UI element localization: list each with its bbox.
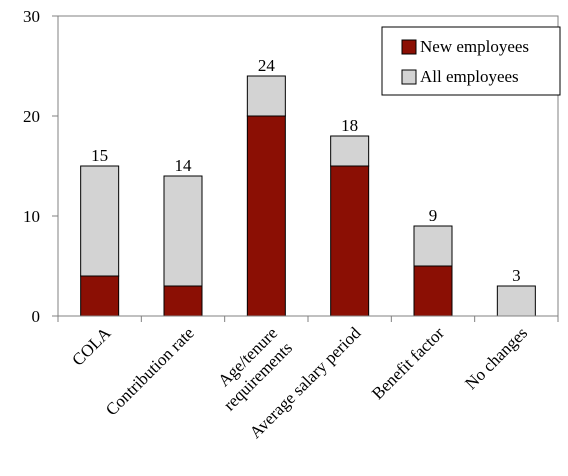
total-data-label: 14	[175, 156, 193, 175]
y-tick-label: 0	[32, 307, 41, 326]
bar-segment-new-employees	[163, 285, 203, 317]
bar-segment-new-employees	[246, 115, 286, 317]
bar-segment-all-employees	[496, 285, 536, 317]
bar-segment-all-employees	[413, 225, 453, 267]
bars-group	[80, 75, 536, 317]
bar-segment-all-employees	[80, 165, 120, 277]
bar-segment-all-employees	[330, 135, 370, 167]
legend-label-new-employees: New employees	[420, 37, 529, 56]
y-tick-label: 20	[23, 107, 40, 126]
legend: New employees All employees	[381, 26, 561, 96]
total-data-label: 3	[512, 266, 521, 285]
y-tick-label: 10	[23, 207, 40, 226]
legend-label-all-employees: All employees	[420, 67, 519, 86]
bar-segment-new-employees	[80, 275, 120, 317]
bar-segment-new-employees	[330, 165, 370, 317]
x-category-label: Benefit factor	[368, 323, 448, 403]
legend-swatch-all-employees	[401, 69, 417, 85]
legend-swatch-new-employees	[401, 39, 417, 55]
bar-segment-all-employees	[163, 175, 203, 287]
total-labels-group: 15 14 24 18 9 3	[91, 56, 520, 285]
y-tick-label: 30	[23, 7, 40, 26]
x-category-label: No changes	[461, 323, 531, 393]
total-data-label: 24	[258, 56, 276, 75]
x-category-label: Contribution rate	[102, 323, 198, 419]
x-category-label: COLA	[68, 323, 115, 370]
bar-segment-new-employees	[413, 265, 453, 317]
total-data-label: 15	[91, 146, 108, 165]
total-data-label: 9	[429, 206, 438, 225]
bar-segment-all-employees	[246, 75, 286, 117]
y-axis: 0 10 20 30	[23, 7, 59, 326]
total-data-label: 18	[341, 116, 358, 135]
